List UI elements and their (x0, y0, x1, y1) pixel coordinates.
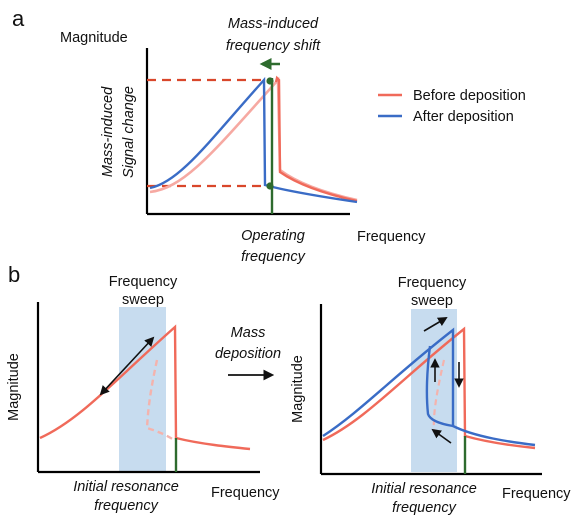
right-sweep-label-line1: Frequency (398, 275, 467, 291)
right-x-axis-label: Frequency (502, 486, 571, 502)
right-after-curve (322, 327, 536, 447)
panel-a-y-axis-label: Magnitude (60, 30, 128, 46)
right-sweep-down-arrow-icon (431, 428, 452, 444)
left-resonance-label-line1: Initial resonance (73, 479, 179, 495)
legend-before-label: Before deposition (413, 88, 526, 104)
right-resonance-label-line2: frequency (392, 500, 456, 516)
mass-deposition-label-line2: deposition (215, 346, 281, 362)
signal-change-label-line1: Mass-induced (100, 86, 116, 177)
left-response-curve (39, 324, 251, 451)
signal-change-label-line2: Signal change (121, 86, 137, 178)
panel-a-before-curve-light (149, 76, 358, 202)
panel-a-label: a (12, 6, 25, 31)
left-sweep-label-line1: Frequency (109, 274, 178, 290)
panel-a-after-curve (149, 76, 358, 204)
legend-after-label: After deposition (413, 109, 514, 125)
right-y-axis-label: Magnitude (290, 355, 306, 423)
right-resonance-label-line1: Initial resonance (371, 481, 477, 497)
operating-label-line2: frequency (241, 249, 305, 265)
base-marker-dot (266, 182, 274, 190)
operating-label-line1: Operating (241, 228, 305, 244)
right-sweep-up-arrow-icon (423, 317, 448, 332)
left-sweep-band (119, 307, 166, 472)
left-resonance-label-line2: frequency (94, 498, 158, 514)
mass-deposition-label-line1: Mass (231, 325, 266, 341)
panel-b-label: b (8, 262, 20, 287)
panel-a-before-curve (274, 75, 358, 203)
left-y-axis-label: Magnitude (6, 353, 22, 421)
panel-b: b Frequency sweep Magnitude Initial reso… (6, 262, 571, 516)
right-sweep-label-line2: sweep (411, 293, 453, 309)
right-after-hysteresis-branch (425, 345, 454, 428)
panel-a: a Magnitude Frequency Mass-induced frequ… (12, 6, 526, 265)
left-x-axis-label: Frequency (211, 485, 280, 501)
panel-a-legend: Before deposition After deposition (378, 88, 526, 125)
panel-b-left-plot: Frequency sweep Magnitude Initial resona… (6, 274, 280, 514)
shift-label-line2: frequency shift (226, 38, 321, 54)
panel-b-right-plot: Frequency sweep Magnitude Initial resona… (290, 275, 571, 516)
mass-deposition-step: Mass deposition (215, 325, 281, 381)
panel-a-x-axis-label: Frequency (357, 229, 426, 245)
shift-label-line1: Mass-induced (228, 16, 319, 32)
peak-marker-dot (266, 77, 274, 85)
left-sweep-arrow-icon (99, 336, 155, 396)
left-sweep-label-line2: sweep (122, 292, 164, 308)
right-sweep-band (411, 309, 457, 472)
right-before-curve (322, 326, 536, 450)
right-before-unstable-branch (432, 359, 446, 433)
